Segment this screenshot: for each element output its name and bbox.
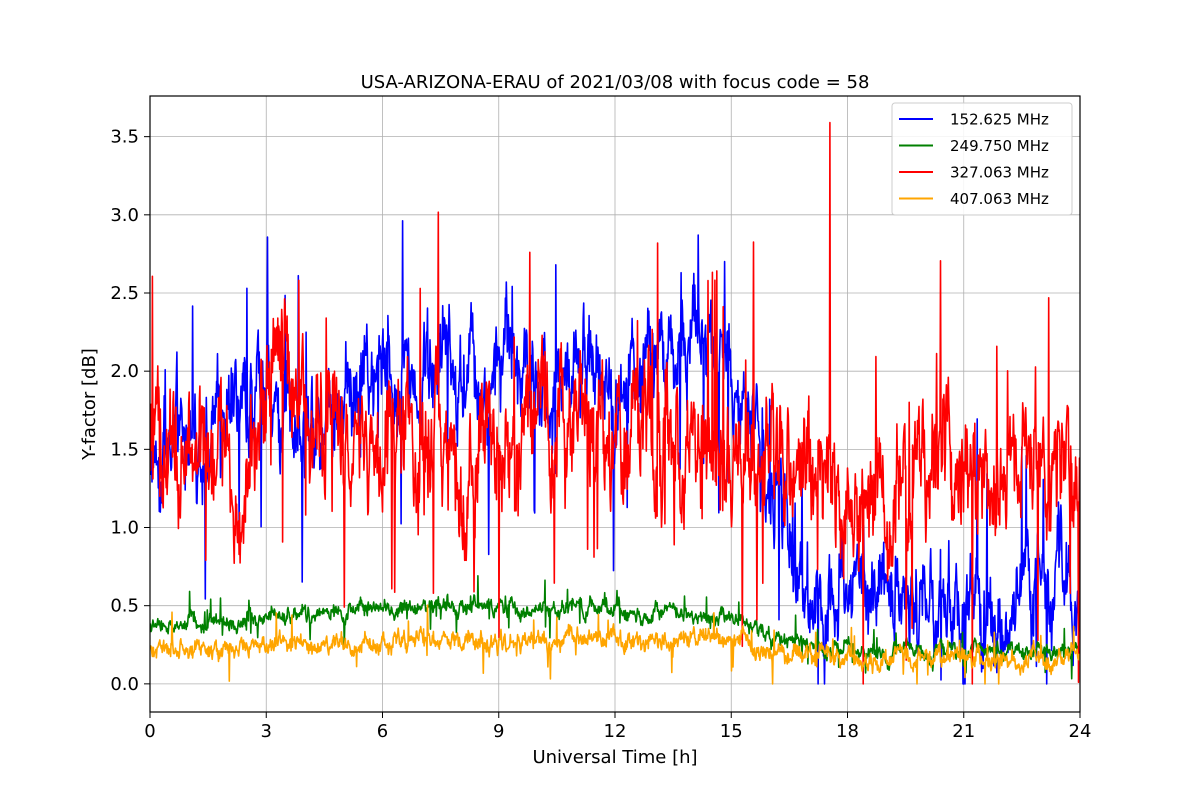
legend-label: 327.063 MHz [950, 164, 1049, 182]
chart-title: USA-ARIZONA-ERAU of 2021/03/08 with focu… [361, 72, 870, 93]
x-tick-label: 0 [144, 721, 155, 742]
y-axis-label: Y-factor [dB] [79, 348, 100, 461]
legend-label: 152.625 MHz [950, 111, 1049, 129]
series-line-407-063-mhz [150, 604, 1080, 685]
x-tick-label: 21 [952, 721, 975, 742]
x-axis-ticks: 0 3 6 9 12 15 18 21 24 [144, 712, 1091, 742]
series-layer [150, 121, 1080, 685]
y-tick-label: 2.0 [110, 361, 139, 382]
x-tick-label: 18 [836, 721, 859, 742]
y-tick-label: 1.0 [110, 518, 139, 539]
legend-label: 407.063 MHz [950, 190, 1049, 208]
x-axis-label: Universal Time [h] [532, 747, 697, 768]
x-tick-label: 12 [604, 721, 627, 742]
y-tick-label: 0.5 [110, 596, 139, 617]
legend-box [891, 102, 1073, 216]
x-tick-label: 15 [720, 721, 743, 742]
y-axis-ticks: 0.0 0.5 1.0 1.5 2.0 2.5 3.0 3.5 [110, 127, 150, 695]
y-tick-label: 0.0 [110, 674, 139, 695]
y-tick-label: 3.0 [110, 205, 139, 226]
y-tick-label: 3.5 [110, 127, 139, 148]
x-tick-label: 9 [493, 721, 504, 742]
legend-label: 249.750 MHz [950, 137, 1049, 155]
series-line-327-063-mhz [150, 121, 1080, 685]
y-tick-label: 1.5 [110, 439, 139, 460]
x-tick-label: 3 [261, 721, 272, 742]
legend: 152.625 MHz 249.750 MHz 327.063 MHz 407.063… [891, 102, 1073, 216]
x-tick-label: 6 [377, 721, 388, 742]
x-tick-label: 24 [1069, 721, 1092, 742]
y-tick-label: 2.5 [110, 283, 139, 304]
